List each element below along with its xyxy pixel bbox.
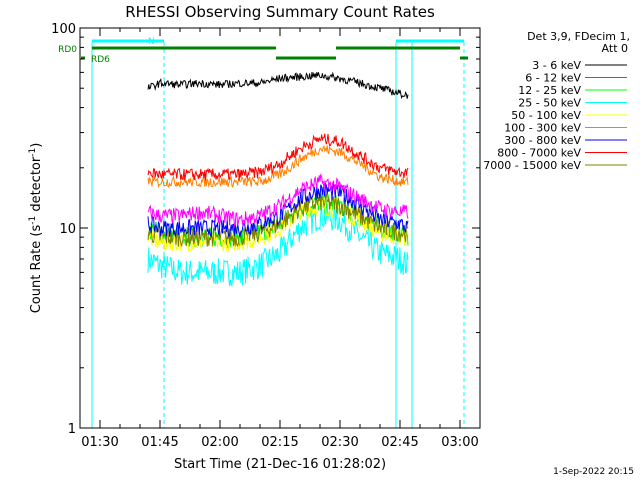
x-tick-label: 01:45 <box>141 435 178 450</box>
series-line <box>147 144 409 189</box>
flag-label-rd0: RD0 <box>58 45 77 55</box>
y-axis-label-main: Count Rate (s <box>29 225 44 314</box>
y-tick-label: 1 <box>68 422 76 437</box>
legend-label: 300 - 800 keV <box>504 134 581 147</box>
series-line <box>147 192 409 248</box>
legend-label: 800 - 7000 keV <box>497 147 581 160</box>
x-axis-label: Start Time (21-Dec-16 01:28:02) <box>174 457 386 472</box>
legend-label: 50 - 100 keV <box>511 109 581 122</box>
x-tick-label: 02:15 <box>261 435 298 450</box>
flag-layer: N RD0 RD6 <box>58 37 468 65</box>
x-tick-label: 02:45 <box>381 435 418 450</box>
y-axis-label-sup2: -1 <box>28 148 38 157</box>
y-axis-label-mid: detector <box>29 156 44 216</box>
chart-title: RHESSI Observing Summary Count Rates <box>125 3 435 21</box>
y-tick-label: 10 <box>59 222 76 237</box>
series-line <box>147 172 409 228</box>
x-tick-label: 01:30 <box>81 435 118 450</box>
series-line <box>147 71 409 100</box>
y-axis-label-sup1: -1 <box>28 216 38 225</box>
legend-label: 6 - 12 keV <box>525 72 581 85</box>
legend-label: 7000 - 15000 keV <box>483 159 581 172</box>
x-tick-label: 02:00 <box>201 435 238 450</box>
series-line <box>147 203 409 287</box>
legend-label: 100 - 300 keV <box>504 122 581 135</box>
x-tick-label: 03:00 <box>441 435 478 450</box>
legend-label: 25 - 50 keV <box>518 97 581 110</box>
legend-label: 3 - 6 keV <box>532 59 581 72</box>
series-line <box>147 133 409 181</box>
y-tick-label: 100 <box>51 22 76 37</box>
y-axis-label-end: ) <box>29 143 44 148</box>
x-tick-label: 02:30 <box>321 435 358 450</box>
series-layer <box>147 71 409 287</box>
flag-label-n: N <box>148 37 155 47</box>
series-line <box>147 181 409 239</box>
axis-layer: 01:30 01:45 02:00 02:15 02:30 02:45 03:00 1 10 10… <box>51 22 481 450</box>
flag-label-rd6: RD6 <box>91 55 110 65</box>
y-axis-label: Count Rate (s-1 detector-1) <box>28 143 44 314</box>
legend-label: 12 - 25 keV <box>518 84 581 97</box>
series-line <box>147 197 409 252</box>
footer-timestamp: 1-Sep-2022 20:15 <box>553 467 634 477</box>
legend-header-line2: Att 0 <box>602 42 628 55</box>
legend-header-line1: Det 3,9, FDecim 1, <box>527 30 630 43</box>
